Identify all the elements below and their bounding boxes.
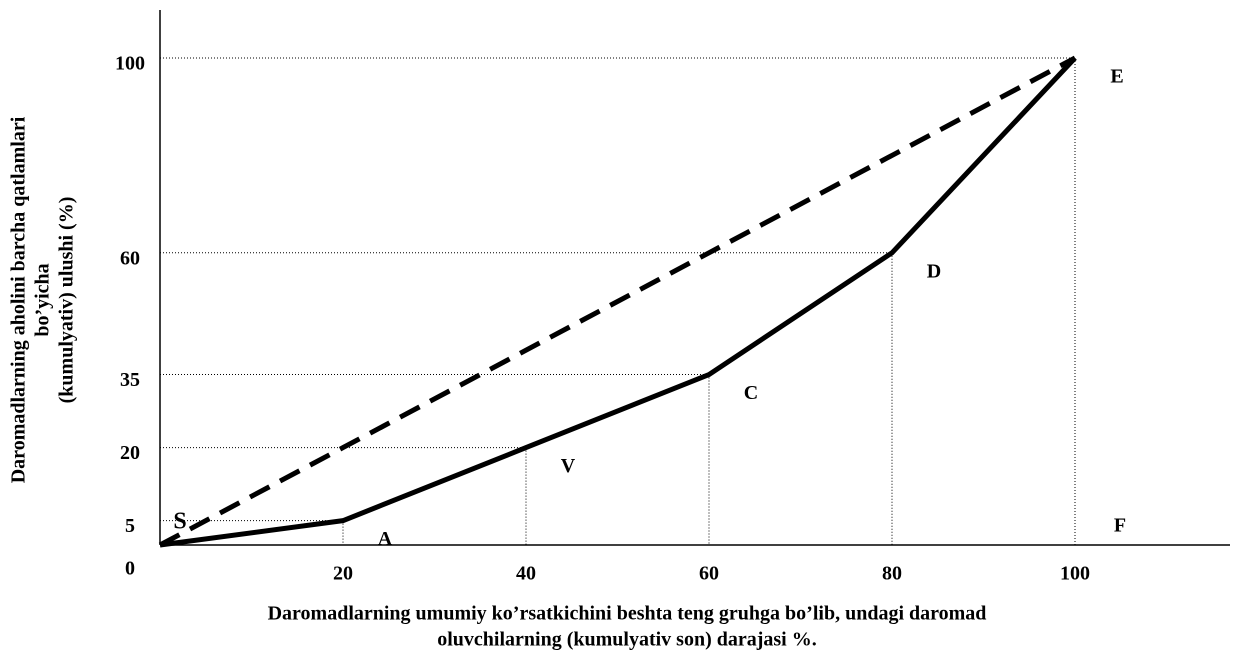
y-axis-label: Daromadlarning aholini barcha qatlamlari… xyxy=(8,116,78,483)
y-tick-label: 0 xyxy=(125,558,135,580)
x-tick-label: 80 xyxy=(882,563,902,585)
y-axis-label-line: (kumulyativ) ulushi (%) xyxy=(56,197,78,404)
lorenz-curve xyxy=(159,56,1077,548)
x-axis-label: Daromadlarning umumiy ko’rsatkichini bes… xyxy=(268,603,987,625)
x-tick-label: 100 xyxy=(1060,563,1090,585)
point-label: A xyxy=(378,528,393,550)
x-tick-label: 20 xyxy=(333,563,353,585)
y-tick-label: 100 xyxy=(115,53,145,75)
equality-line xyxy=(158,55,1077,548)
y-tick-label: 35 xyxy=(120,369,140,391)
y-tick-label: 5 xyxy=(125,515,135,537)
y-axis-label-line: bo’yicha xyxy=(32,263,54,336)
y-axis-label-line: Daromadlarning aholini barcha qatlamlari xyxy=(8,116,30,483)
point-label: S xyxy=(173,509,186,535)
y-tick-label: 20 xyxy=(120,442,140,464)
point-label: E xyxy=(1110,66,1123,88)
annotation: F xyxy=(1114,515,1126,537)
y-tick-label: 60 xyxy=(120,247,140,269)
point-label: C xyxy=(744,382,758,404)
x-tick-label: 60 xyxy=(699,563,719,585)
x-tick-label: 40 xyxy=(516,563,536,585)
point-label: V xyxy=(561,455,576,477)
point-label: D xyxy=(927,260,941,282)
x-axis-label: oluvchilarning (kumulyativ son) darajasi… xyxy=(437,629,817,651)
